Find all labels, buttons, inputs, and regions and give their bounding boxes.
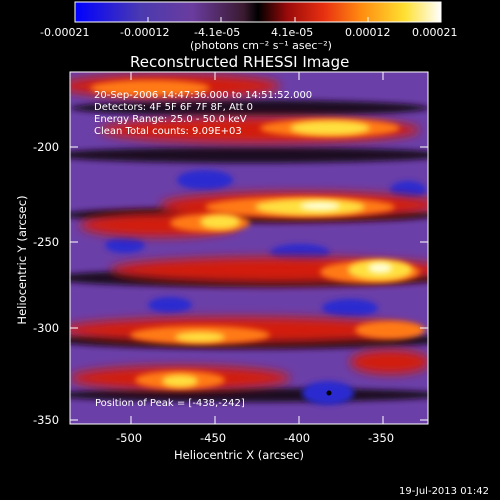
info-clean-counts: Clean Total counts: 9.09E+03 (94, 126, 242, 137)
x-tick-label: -350 (368, 431, 395, 445)
x-tick-label: -450 (200, 431, 227, 445)
timestamp: 19-Jul-2013 01:42 (399, 486, 490, 497)
colorbar-tick-label: 0.00012 (345, 26, 391, 39)
observation-info: 20-Sep-2006 14:47:36.000 to 14:51:52.000… (94, 90, 312, 138)
x-axis-ticks (130, 72, 384, 424)
y-axis-label: Heliocentric Y (arcsec) (15, 195, 29, 325)
colorbar-ticks (74, 17, 442, 22)
colorbar-unit-label: (photons cm⁻² s⁻¹ asec⁻²) (190, 39, 332, 52)
y-tick-label: -250 (33, 235, 60, 249)
y-tick-label: -200 (33, 140, 60, 154)
rhessi-image (70, 72, 428, 424)
image-frame (69, 71, 429, 425)
colorbar-tick-label: -4.1e-05 (194, 26, 241, 39)
info-time-range: 20-Sep-2006 14:47:36.000 to 14:51:52.000 (94, 90, 313, 101)
y-tick-label: -350 (33, 413, 60, 427)
colorbar-tick-label: 0.00021 (412, 26, 458, 39)
x-tick-label: -400 (284, 431, 311, 445)
y-axis-ticks (70, 146, 428, 421)
colorbar-tick-label: -0.00021 (40, 26, 90, 39)
y-tick-label: -300 (33, 321, 60, 335)
peak-position-label: Position of Peak = [-438,-242] (95, 398, 245, 409)
colorbar (74, 1, 442, 23)
x-axis-label: Heliocentric X (arcsec) (174, 448, 304, 462)
x-tick-label: -500 (116, 431, 143, 445)
image-title: Reconstructed RHESSI Image (130, 53, 350, 71)
info-energy-range: Energy Range: 25.0 - 50.0 keV (94, 114, 247, 125)
colorbar-tick-label: -0.00012 (120, 26, 170, 39)
info-detectors: Detectors: 4F 5F 6F 7F 8F, Att 0 (94, 102, 254, 113)
colorbar-tick-label: 4.1e-05 (271, 26, 314, 39)
